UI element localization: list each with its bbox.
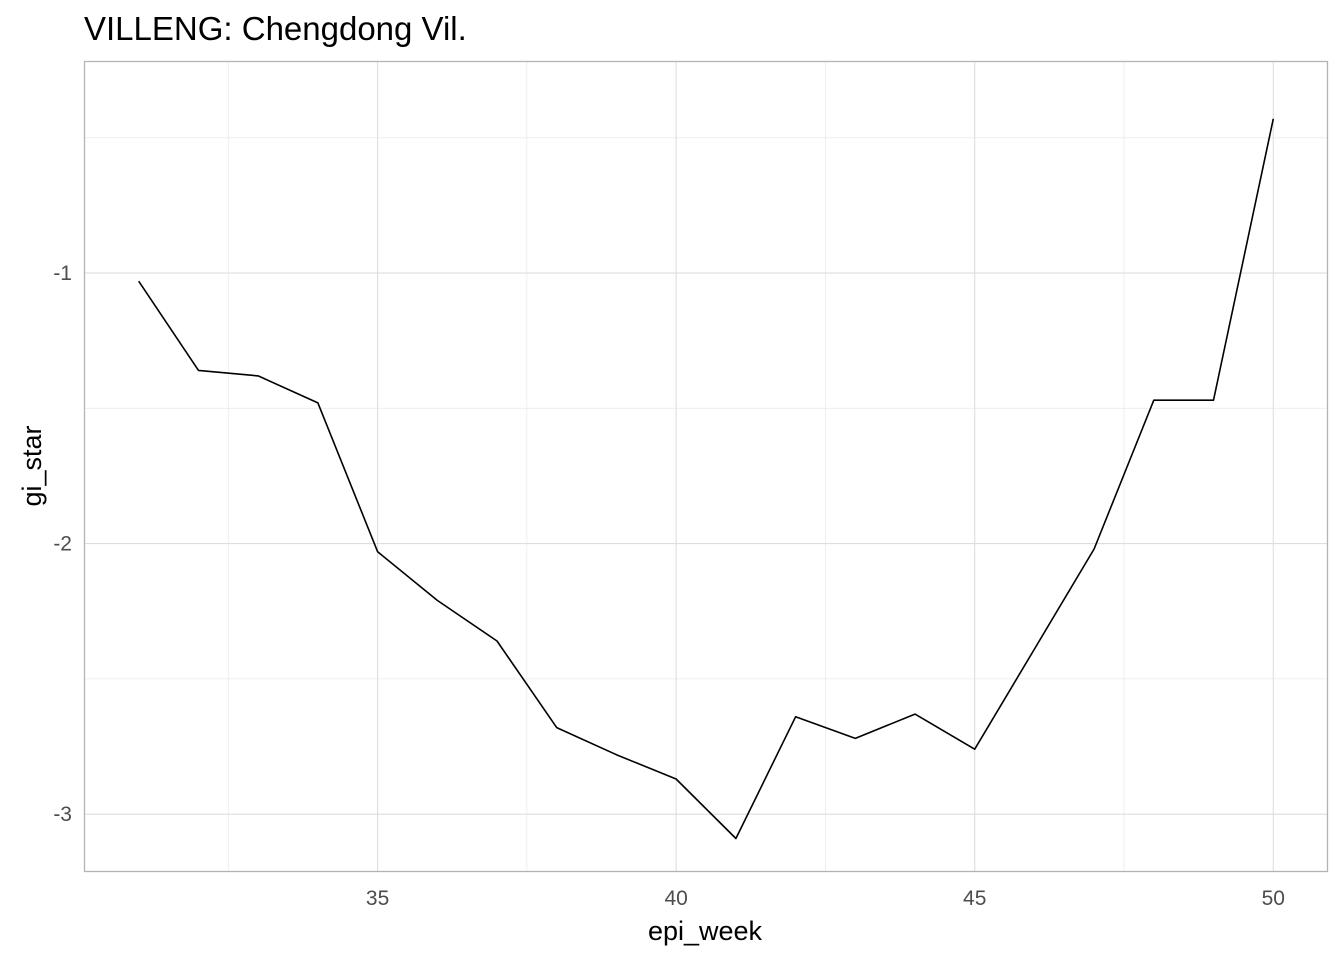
x-tick-label: 45 bbox=[963, 887, 986, 910]
x-axis-title: epi_week bbox=[648, 916, 763, 946]
y-tick-label: -3 bbox=[53, 803, 72, 826]
x-tick-label: 35 bbox=[366, 887, 389, 910]
x-axis-ticks: 35 40 45 50 bbox=[366, 887, 1285, 910]
series-layer bbox=[138, 118, 1275, 840]
y-axis-ticks: -1 -2 -3 bbox=[53, 262, 72, 826]
x-tick-label: 40 bbox=[664, 887, 687, 910]
chart-title: VILLENG: Chengdong Vil. bbox=[84, 10, 467, 47]
plot-panel-border bbox=[83, 60, 1329, 873]
minor-gridlines bbox=[85, 62, 1327, 871]
major-gridlines bbox=[85, 62, 1327, 871]
y-tick-label: -1 bbox=[53, 262, 72, 285]
x-tick-label: 50 bbox=[1262, 887, 1285, 910]
y-axis-title: gi_star bbox=[17, 425, 47, 506]
y-tick-label: -2 bbox=[53, 533, 72, 556]
series-line bbox=[138, 118, 1275, 840]
